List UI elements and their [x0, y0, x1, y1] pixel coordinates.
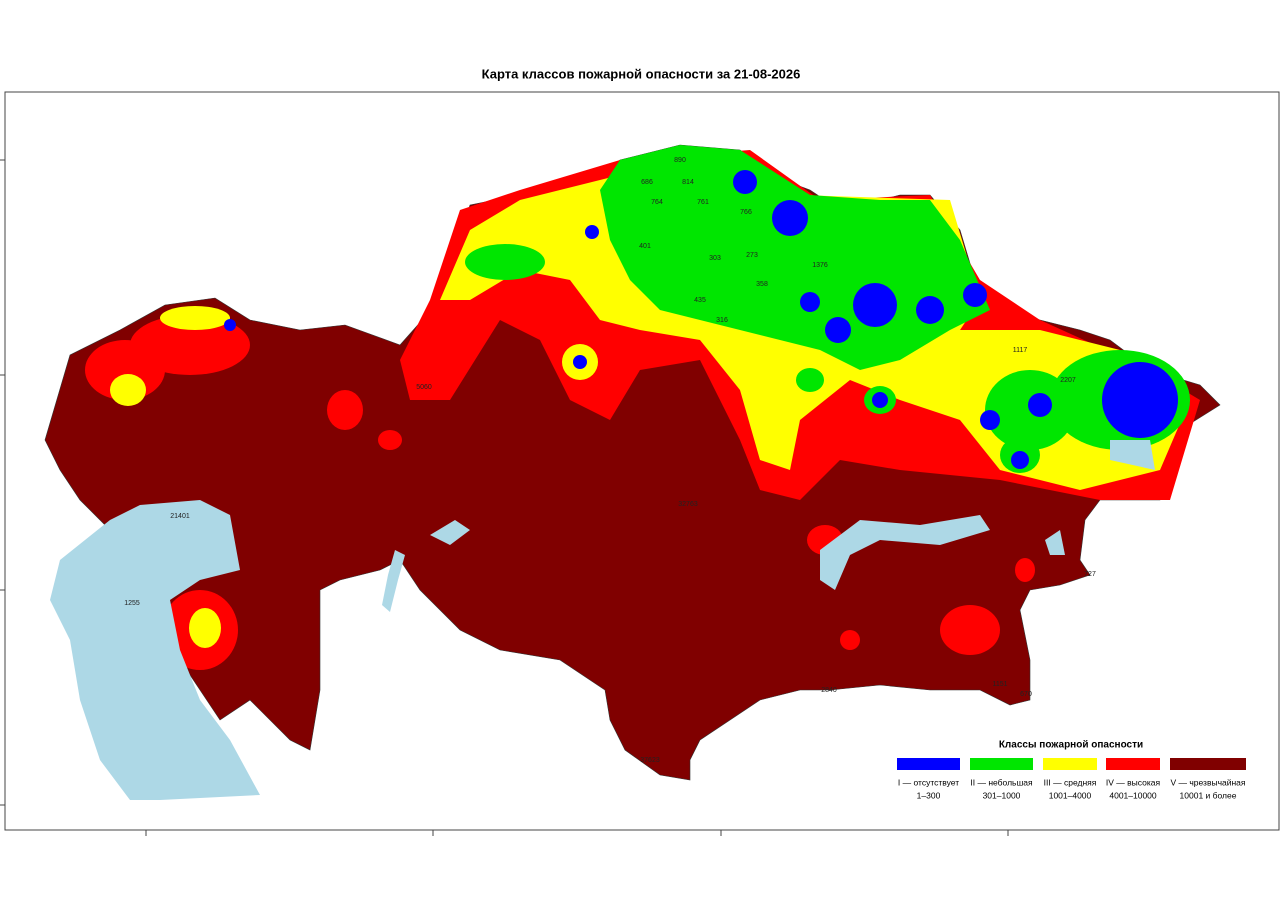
zone-class-1 [733, 170, 757, 194]
station-label: 1376 [812, 262, 828, 269]
zone-class-1 [825, 317, 851, 343]
legend-label: III — средняя [1044, 777, 1097, 787]
station-label: 727 [1084, 571, 1096, 578]
zone-class-4 [1015, 558, 1035, 582]
legend-label: I — отсутствует [898, 777, 959, 787]
zone-class-1 [1028, 393, 1052, 417]
station-label: 37623 [640, 757, 660, 764]
station-label: 273 [746, 252, 758, 259]
zone-class-2 [796, 368, 824, 392]
station-label: 358 [756, 281, 768, 288]
caspian-sea [50, 500, 260, 800]
frame [4, 91, 1280, 831]
zone-class-1 [573, 355, 587, 369]
aral-sea [382, 550, 405, 612]
zone-class-3 [160, 306, 230, 330]
legend-range: 10001 и более [1180, 790, 1237, 800]
station-label: 21401 [170, 513, 190, 520]
station-label: 686 [641, 179, 653, 186]
legend-range: 1001–4000 [1049, 790, 1092, 800]
legend-swatch [1043, 758, 1097, 770]
station-label: 316 [716, 317, 728, 324]
legend-range: 4001–10000 [1109, 790, 1157, 800]
station-label: 5060 [416, 384, 432, 391]
water [50, 440, 1155, 800]
legend-title: Классы пожарной опасности [999, 740, 1143, 751]
zone-class-4 [327, 390, 363, 430]
zone-class-1 [800, 292, 820, 312]
zone-class-1 [1011, 451, 1029, 469]
map-title: Карта классов пожарной опасности за 21-0… [482, 66, 801, 81]
legend-swatch [897, 758, 960, 770]
station-label: 890 [674, 157, 686, 164]
station-label: 764 [651, 199, 663, 206]
legend-swatch [1170, 758, 1246, 770]
station-label: 766 [740, 209, 752, 216]
zone-class-1 [872, 392, 888, 408]
station-label: 1151 [992, 681, 1007, 688]
zone-class-1 [1102, 362, 1178, 438]
zone-class-1 [916, 296, 944, 324]
zone-class-1 [853, 283, 897, 327]
zone-class-1 [963, 283, 987, 307]
station-labels: 890 686 814 764 761 766 401 303 273 435 358 316 1376… [124, 157, 1096, 764]
station-label: 32763 [678, 501, 698, 508]
zone-class-1 [585, 225, 599, 239]
legend-label: II — небольшая [970, 777, 1033, 787]
zone-class-1 [980, 410, 1000, 430]
station-label: 1117 [1013, 347, 1028, 354]
zone-class-2 [465, 244, 545, 280]
zone-class-3 [110, 374, 146, 406]
station-label: 1255 [124, 600, 140, 607]
axis-ticks [0, 159, 1009, 836]
lake [1045, 530, 1065, 555]
station-label: 670 [1020, 691, 1032, 698]
zone-class-4 [940, 605, 1000, 655]
legend-range: 1–300 [917, 790, 941, 800]
station-label: 303 [709, 255, 721, 262]
station-label: 761 [697, 199, 709, 206]
zones [44, 144, 1221, 781]
station-label: 435 [694, 297, 706, 304]
zone-class-4 [130, 315, 250, 375]
station-label: 401 [639, 243, 651, 250]
station-label: 2840 [821, 687, 837, 694]
zone-class-1 [224, 319, 236, 331]
legend-swatch [1106, 758, 1160, 770]
balkhash-lake [820, 515, 990, 590]
legend: Классы пожарной опасности I — отсутствуе… [897, 740, 1246, 800]
lake [1110, 440, 1155, 470]
station-label: 2207 [1060, 377, 1076, 384]
zone-class-4 [378, 430, 402, 450]
zone-class-4 [840, 630, 860, 650]
zone-class-1 [772, 200, 808, 236]
legend-swatch [970, 758, 1033, 770]
zone-class-3 [189, 608, 221, 648]
legend-range: 301–1000 [983, 790, 1021, 800]
lake [430, 520, 470, 545]
station-label: 814 [682, 179, 694, 186]
legend-label: V — чрезвычайная [1170, 777, 1245, 787]
legend-label: IV — высокая [1106, 777, 1161, 787]
